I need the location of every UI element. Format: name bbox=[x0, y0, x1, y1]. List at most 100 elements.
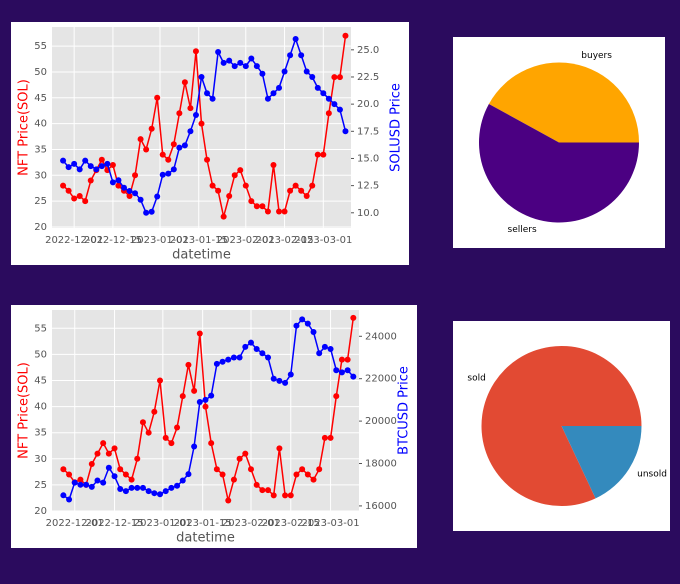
data-point bbox=[60, 492, 67, 499]
data-point bbox=[117, 466, 124, 473]
data-point bbox=[71, 160, 78, 167]
data-point bbox=[259, 203, 266, 210]
data-point bbox=[213, 360, 220, 367]
y-tick-label: 55 bbox=[34, 41, 47, 52]
y2-tick-label: 17.5 bbox=[357, 126, 379, 137]
data-point bbox=[204, 156, 211, 163]
data-point bbox=[259, 350, 266, 357]
data-point bbox=[120, 184, 127, 191]
data-point bbox=[299, 316, 306, 323]
data-point bbox=[242, 63, 249, 70]
data-point bbox=[60, 466, 67, 473]
data-point bbox=[321, 343, 328, 350]
data-point bbox=[176, 110, 183, 117]
x-tick-label: 2023-02-01 bbox=[217, 235, 275, 246]
data-point bbox=[192, 48, 199, 55]
y-tick-label: 45 bbox=[34, 93, 47, 104]
data-point bbox=[270, 90, 277, 97]
data-point bbox=[179, 393, 186, 400]
data-point bbox=[162, 488, 169, 495]
buyers-pie-panel: buyers sellers bbox=[453, 37, 665, 248]
data-point bbox=[287, 371, 294, 378]
data-point bbox=[338, 356, 345, 363]
data-point bbox=[287, 187, 294, 194]
data-point bbox=[282, 492, 289, 499]
data-point bbox=[298, 52, 305, 59]
data-point bbox=[179, 477, 186, 484]
data-point bbox=[105, 464, 112, 471]
data-point bbox=[132, 172, 139, 179]
pie-label: sellers bbox=[508, 225, 537, 235]
data-point bbox=[270, 161, 277, 168]
data-point bbox=[230, 354, 237, 361]
data-point bbox=[321, 434, 328, 441]
data-point bbox=[342, 32, 349, 39]
data-point bbox=[192, 112, 199, 119]
data-point bbox=[350, 373, 357, 380]
data-point bbox=[316, 350, 323, 357]
data-point bbox=[126, 188, 133, 195]
data-point bbox=[88, 461, 95, 468]
data-point bbox=[82, 198, 89, 205]
data-point bbox=[259, 70, 266, 77]
data-point bbox=[299, 466, 306, 473]
y-tick-label: 45 bbox=[34, 375, 47, 386]
pie-wedge bbox=[481, 346, 642, 507]
data-point bbox=[204, 90, 211, 97]
data-point bbox=[157, 377, 164, 384]
data-point bbox=[320, 151, 327, 158]
data-point bbox=[226, 57, 233, 64]
x-tick-label: 2022-12-15 bbox=[84, 235, 142, 246]
chart: sold unsold bbox=[467, 346, 667, 507]
data-point bbox=[87, 163, 94, 170]
data-point bbox=[276, 377, 283, 384]
data-point bbox=[303, 192, 310, 199]
y2-tick-label: 25.0 bbox=[357, 45, 379, 56]
data-point bbox=[208, 440, 215, 447]
data-point bbox=[154, 94, 161, 101]
data-point bbox=[309, 182, 316, 189]
pie-wedge bbox=[479, 103, 639, 223]
data-point bbox=[87, 177, 94, 184]
data-point bbox=[219, 471, 226, 478]
data-point bbox=[242, 182, 249, 189]
y2-tick-label: 18000 bbox=[365, 459, 397, 470]
data-point bbox=[94, 477, 101, 484]
y2-tick-label: 15.0 bbox=[357, 153, 379, 164]
data-point bbox=[336, 106, 343, 113]
series-line bbox=[62, 318, 354, 501]
data-point bbox=[236, 354, 243, 361]
data-point bbox=[122, 471, 129, 478]
data-point bbox=[281, 68, 288, 75]
data-point bbox=[185, 361, 192, 368]
data-point bbox=[287, 52, 294, 59]
data-point bbox=[128, 484, 135, 491]
data-point bbox=[162, 434, 169, 441]
data-point bbox=[350, 314, 357, 321]
data-point bbox=[109, 161, 116, 168]
data-point bbox=[282, 379, 289, 386]
data-point bbox=[77, 476, 84, 483]
data-point bbox=[77, 481, 84, 488]
x-tick-label: 2023-02-15 bbox=[255, 235, 313, 246]
data-point bbox=[93, 166, 100, 173]
pie-wedge bbox=[561, 426, 642, 499]
data-point bbox=[314, 151, 321, 158]
data-point bbox=[168, 484, 175, 491]
data-point bbox=[287, 492, 294, 499]
data-point bbox=[316, 466, 323, 473]
y-tick-label: 50 bbox=[34, 67, 47, 78]
data-point bbox=[151, 490, 158, 497]
data-point bbox=[71, 479, 78, 486]
data-point bbox=[327, 346, 334, 353]
data-point bbox=[94, 450, 101, 457]
data-point bbox=[76, 166, 83, 173]
y2-tick-label: 20.0 bbox=[357, 99, 379, 110]
y2-tick-label: 20000 bbox=[365, 416, 397, 427]
data-point bbox=[303, 68, 310, 75]
data-point bbox=[237, 167, 244, 174]
data-point bbox=[213, 466, 220, 473]
data-point bbox=[247, 339, 254, 346]
data-point bbox=[148, 125, 155, 132]
